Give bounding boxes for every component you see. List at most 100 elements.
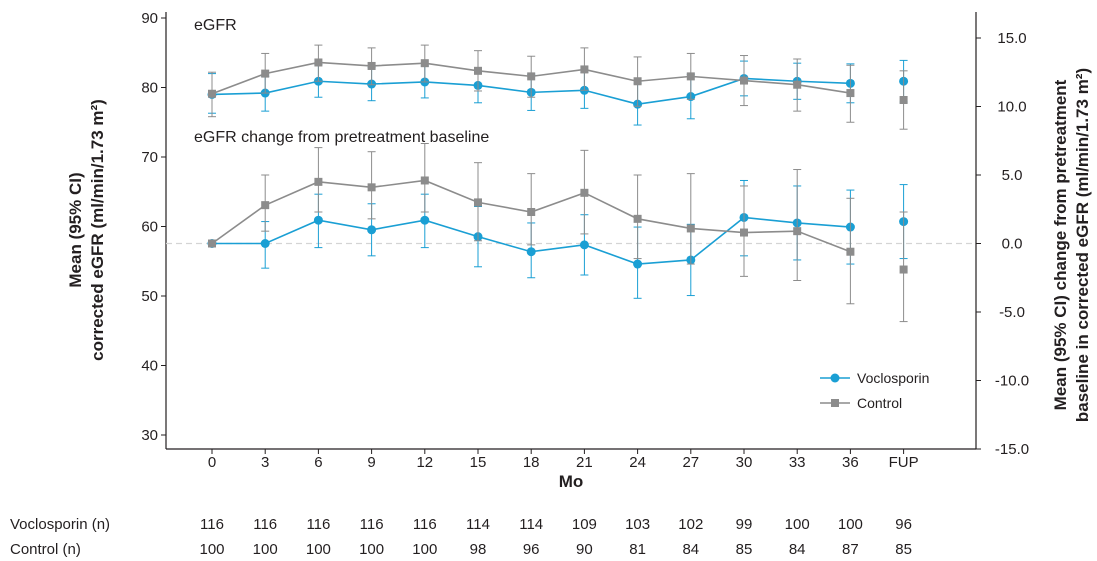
left-axis-ticks: 30 40 50 60 70 80 90 <box>141 10 166 444</box>
right-tick-label: 15.0 <box>997 30 1026 47</box>
change-point-control <box>686 224 695 233</box>
change-point-control <box>420 176 429 185</box>
n-at-risk-label-control: Control (n) <box>10 541 81 558</box>
x-tick-label: 30 <box>736 454 753 471</box>
right-axis-title: Mean (95% CI) change from pretreatment b… <box>1051 68 1092 422</box>
n-at-risk-value: 100 <box>253 541 278 558</box>
n-at-risk-value: 96 <box>523 541 540 558</box>
n-at-risk-value: 114 <box>519 516 543 533</box>
x-tick-label: 36 <box>842 454 859 471</box>
egfr-point-control <box>527 72 536 81</box>
n-at-risk-value: 90 <box>576 541 593 558</box>
n-at-risk-value: 81 <box>629 541 646 558</box>
change-point-voclosporin <box>579 240 589 250</box>
egfr-point-control <box>261 69 270 78</box>
panel-label-egfr: eGFR <box>194 17 237 34</box>
n-at-risk-value: 87 <box>842 541 859 558</box>
n-at-risk-value: 116 <box>413 516 437 533</box>
series-layer <box>207 44 909 323</box>
egfr-series-voclosporin <box>207 59 909 126</box>
x-tick-label: 15 <box>470 454 487 471</box>
n-at-risk-value: 85 <box>736 541 753 558</box>
change-point-control <box>899 265 908 274</box>
change-point-control <box>261 201 270 210</box>
change-point-control <box>793 227 802 236</box>
n-at-risk-value: 100 <box>785 516 810 533</box>
right-tick-label: 0.0 <box>1002 236 1023 253</box>
egfr-point-control <box>420 59 429 68</box>
n-at-risk-value: 116 <box>360 516 384 533</box>
change-point-control <box>208 239 216 248</box>
n-at-risk-value: 100 <box>199 541 224 558</box>
legend: Voclosporin Control <box>820 370 929 411</box>
left-tick-label: 40 <box>141 358 158 375</box>
egfr-point-control <box>633 77 642 86</box>
n-at-risk-label-voclosporin: Voclosporin (n) <box>10 516 110 533</box>
change-point-control <box>314 177 323 186</box>
right-tick-label: -15.0 <box>995 441 1029 458</box>
egfr-point-control <box>740 76 748 85</box>
x-tick-label: 24 <box>629 454 646 471</box>
left-tick-label: 50 <box>141 288 158 305</box>
change-point-control <box>527 207 536 216</box>
right-tick-label: -10.0 <box>995 373 1029 390</box>
x-tick-label: 3 <box>261 454 269 471</box>
number-at-risk-table: Voclosporin (n) Control (n) 116 116 116 116… <box>10 516 912 558</box>
panel-label-change: eGFR change from pretreatment baseline <box>194 129 489 146</box>
x-tick-label: 27 <box>682 454 699 471</box>
n-at-risk-value: 100 <box>838 516 863 533</box>
egfr-point-control <box>474 66 482 75</box>
left-axis-title-line1: Mean (95% CI) <box>66 172 85 287</box>
legend-label-voclosporin: Voclosporin <box>857 370 929 386</box>
legend-item-control: Control <box>820 395 902 411</box>
change-point-control <box>846 247 855 256</box>
x-tick-label: 33 <box>789 454 806 471</box>
change-series-voclosporin <box>207 179 909 299</box>
x-tick-label: 6 <box>314 454 322 471</box>
right-axis-title-line2: baseline in corrected eGFR (ml/min/1.73 … <box>1073 68 1092 422</box>
legend-marker-control <box>831 399 839 407</box>
left-tick-label: 80 <box>141 80 158 97</box>
change-point-voclosporin <box>367 225 377 235</box>
n-at-risk-value: 102 <box>678 516 703 533</box>
egfr-point-control <box>314 58 323 67</box>
x-tick-label: FUP <box>889 454 919 471</box>
egfr-point-control <box>899 96 908 105</box>
left-axis-title-line2: corrected eGFR (ml/min/1.73 m²) <box>88 99 107 361</box>
egfr-point-control <box>846 89 855 98</box>
n-at-risk-value: 103 <box>625 516 650 533</box>
egfr-point-control <box>793 80 802 89</box>
change-point-voclosporin <box>420 215 430 225</box>
n-at-risk-value: 99 <box>736 516 753 533</box>
change-point-voclosporin <box>633 259 643 269</box>
change-point-control <box>740 228 748 237</box>
x-tick-label: 18 <box>523 454 540 471</box>
right-tick-label: 5.0 <box>1002 167 1023 184</box>
n-at-risk-value: 116 <box>253 516 277 533</box>
n-at-risk-value: 84 <box>682 541 699 558</box>
change-point-control <box>633 214 642 223</box>
x-tick-label: 12 <box>416 454 433 471</box>
n-at-risk-value: 100 <box>412 541 437 558</box>
left-tick-label: 90 <box>141 10 158 27</box>
change-point-voclosporin <box>526 247 536 257</box>
n-at-risk-value: 98 <box>470 541 487 558</box>
change-point-voclosporin <box>260 239 270 248</box>
x-tick-label: 0 <box>208 454 216 471</box>
egfr-point-control <box>367 61 376 70</box>
change-point-control <box>580 188 589 197</box>
x-axis-title: Mo <box>559 472 584 491</box>
legend-item-voclosporin: Voclosporin <box>820 370 929 386</box>
n-at-risk-value: 100 <box>306 541 331 558</box>
egfr-point-control <box>208 89 216 98</box>
n-at-risk-value: 84 <box>789 541 806 558</box>
n-at-risk-value: 100 <box>359 541 384 558</box>
left-tick-label: 70 <box>141 149 158 166</box>
egfr-point-control <box>580 65 589 74</box>
right-tick-label: -5.0 <box>999 304 1025 321</box>
change-point-voclosporin <box>313 215 323 225</box>
left-axis-title: Mean (95% CI) corrected eGFR (ml/min/1.7… <box>66 99 107 361</box>
n-at-risk-value: 114 <box>466 516 490 533</box>
legend-marker-voclosporin <box>830 373 840 383</box>
